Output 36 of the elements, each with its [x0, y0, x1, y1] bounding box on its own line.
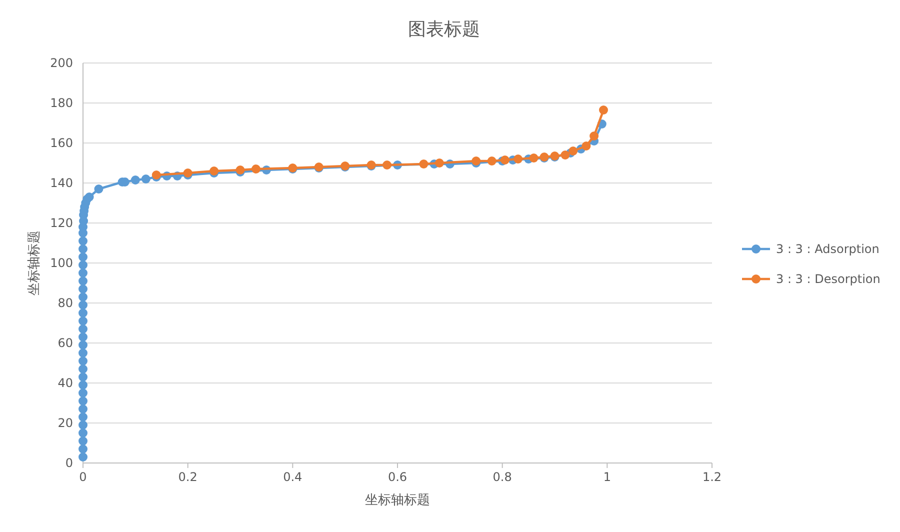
- chart-title: 图表标题: [408, 19, 480, 40]
- x-tick-label: 1.2: [702, 470, 722, 484]
- x-tick-label: 0: [79, 470, 87, 484]
- x-tick-label: 0.6: [388, 470, 408, 484]
- point: [560, 150, 570, 160]
- y-tick-label: 180: [50, 96, 73, 110]
- x-tick-label: 0.4: [283, 470, 302, 484]
- point: [419, 160, 428, 168]
- y-tick-label: 160: [50, 136, 73, 150]
- point: [487, 156, 496, 166]
- point: [598, 106, 608, 114]
- x-tick-label: 0.2: [178, 470, 198, 484]
- point: [434, 158, 444, 168]
- y-tick-label: 200: [50, 56, 73, 70]
- x-axis-title: 坐标轴标题: [365, 493, 430, 508]
- point: [500, 156, 510, 164]
- point: [529, 154, 538, 162]
- y-tick-label: 120: [50, 216, 73, 230]
- point: [251, 164, 260, 174]
- x-tick-label: 1: [603, 470, 611, 484]
- y-tick-label: 20: [58, 416, 73, 430]
- y-axis-title: 坐标轴标题: [27, 230, 42, 296]
- y-tick-label: 60: [58, 336, 73, 350]
- y-tick-label: 0: [65, 456, 73, 470]
- point: [568, 146, 578, 156]
- legend-label: 3 : 3 : Desorption: [776, 272, 880, 286]
- y-tick-label: 80: [58, 296, 73, 310]
- point: [590, 132, 599, 140]
- y-tick-label: 40: [58, 376, 73, 390]
- y-tick-label: 100: [50, 256, 73, 270]
- x-tick-label: 0.8: [492, 470, 512, 484]
- point: [382, 160, 392, 170]
- point: [582, 142, 591, 150]
- legend-label: 3 : 3 : Adsorption: [776, 242, 880, 256]
- point: [514, 154, 523, 164]
- y-tick-label: 140: [50, 176, 73, 190]
